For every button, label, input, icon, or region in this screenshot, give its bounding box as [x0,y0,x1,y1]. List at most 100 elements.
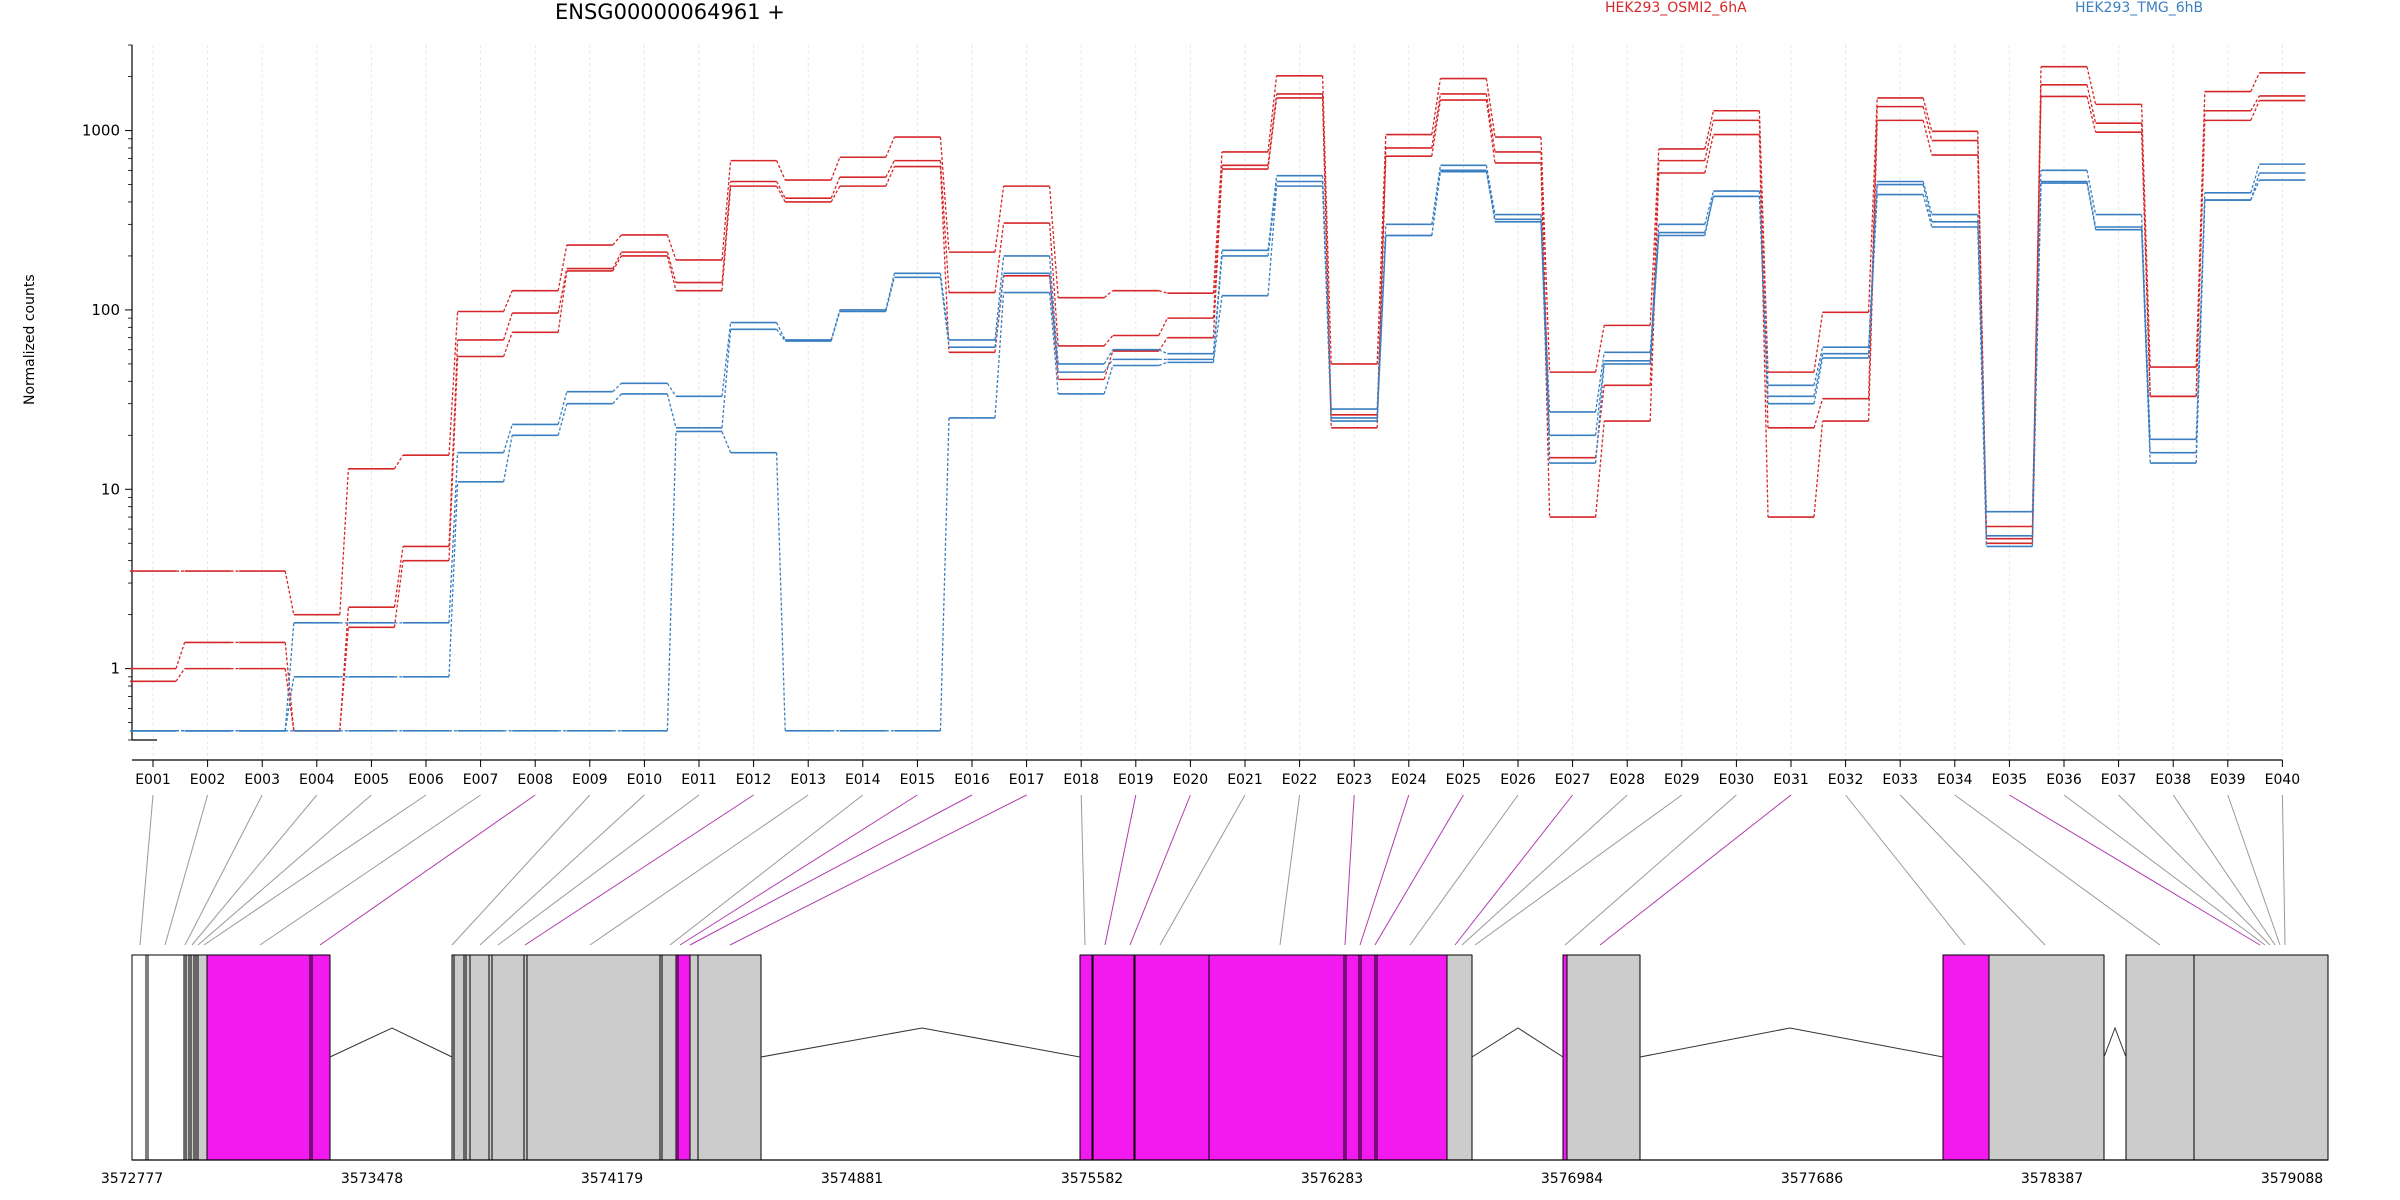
series-transition [448,452,459,623]
series-transition [1922,97,1933,132]
series-transition [557,391,568,425]
exon-connector [479,794,645,946]
intron-line [1471,1027,1564,1058]
series-transition [393,454,404,470]
series-transition [612,382,622,393]
x-tick-label: E004 [299,772,335,788]
series-transition [1431,171,1442,236]
series-transition [2031,183,2042,547]
series-transition [1048,275,1059,380]
exon-box [463,954,490,1161]
x-tick-label: E001 [135,772,171,788]
series-1 [130,65,2306,616]
series-transition [939,160,950,293]
series-transition [1048,186,1059,298]
exon-box [131,954,147,1161]
series-transition [721,329,732,428]
exon-connector [1461,794,1628,946]
exon-connector [729,794,1027,946]
series-transition [1431,93,1442,149]
series-transition [1594,421,1605,518]
exon-connector [1080,794,1086,946]
chart-title: ENSG00000064961 + [555,0,785,24]
exon-connector [451,794,591,946]
series-3 [130,95,2306,732]
genomic-tick-label: 3573478 [341,1171,403,1187]
series-transition [1977,226,1988,547]
exon-connector [203,794,427,946]
exon-box [1562,954,1568,1161]
exon-box [697,954,762,1161]
series-transition [175,642,186,669]
x-tick-label: E016 [954,772,990,788]
series-transition [1540,219,1551,436]
series-transition [994,292,1005,418]
series-transition [1758,196,1769,404]
exon-box [2125,954,2195,1161]
series-transition [284,642,295,731]
series-transition [939,166,950,353]
exon-connector [2227,794,2281,946]
genomic-tick-label: 3574881 [821,1171,883,1187]
series-transition [1813,353,1824,397]
x-tick-label: E023 [1336,772,1372,788]
series-transition [557,270,568,333]
series-transition [2031,96,2042,539]
series-transition [502,435,513,482]
series-transition [448,481,459,677]
exon-connector [1845,794,1966,946]
series-transition [1704,110,1715,150]
x-tick-label: E002 [190,772,226,788]
exon-box [1079,954,1093,1161]
exon-box [523,954,661,1161]
series-transition [1048,255,1059,364]
series-transition [1867,97,1878,313]
series-6 [130,170,2306,732]
x-tick-label: E040 [2265,772,2301,788]
series-transition [2250,72,2260,92]
series-transition [775,452,786,731]
x-tick-label: E018 [1063,772,1099,788]
x-tick-label: E021 [1227,772,1263,788]
series-transition [885,277,896,312]
series-transition [2140,104,2151,368]
x-tick-label: E035 [1992,772,2028,788]
exon-connector [497,794,700,946]
series-transition [393,546,404,608]
series-transition [2086,96,2097,133]
exon-box [1988,954,2105,1161]
series-transition [721,322,732,397]
series-transition [448,311,459,456]
series-transition [1758,110,1769,373]
series-transition [830,185,841,203]
series-transition [557,403,568,436]
series-transition [666,393,677,429]
exon-connector [2281,794,2286,946]
series-transition [994,186,1005,253]
genomic-tick-label: 3579088 [2261,1171,2323,1187]
exon-connector [139,794,154,946]
series-transition [1594,363,1605,464]
series-transition [2195,120,2206,397]
series-transition [994,255,1005,341]
genomic-tick-label: 3576984 [1541,1171,1603,1187]
x-tick-label: E020 [1173,772,1209,788]
exon-connector [2063,794,2266,946]
exon-connector [524,794,754,946]
exon-connector [1474,794,1683,946]
series-transition [1594,352,1605,413]
x-tick-label: E031 [1773,772,1809,788]
series-transition [1267,75,1278,153]
series-transition [939,277,950,348]
series-transition [1485,99,1496,164]
x-tick-label: E014 [845,772,881,788]
series-transition [2086,66,2097,105]
exon-connector [679,794,918,946]
series-transition [1212,169,1223,338]
x-tick-label: E007 [463,772,499,788]
exon-box [309,954,331,1161]
exon-box [145,954,185,1161]
x-tick-label: E038 [2155,772,2191,788]
series-transition [2250,100,2260,121]
series-transition [994,273,1005,348]
